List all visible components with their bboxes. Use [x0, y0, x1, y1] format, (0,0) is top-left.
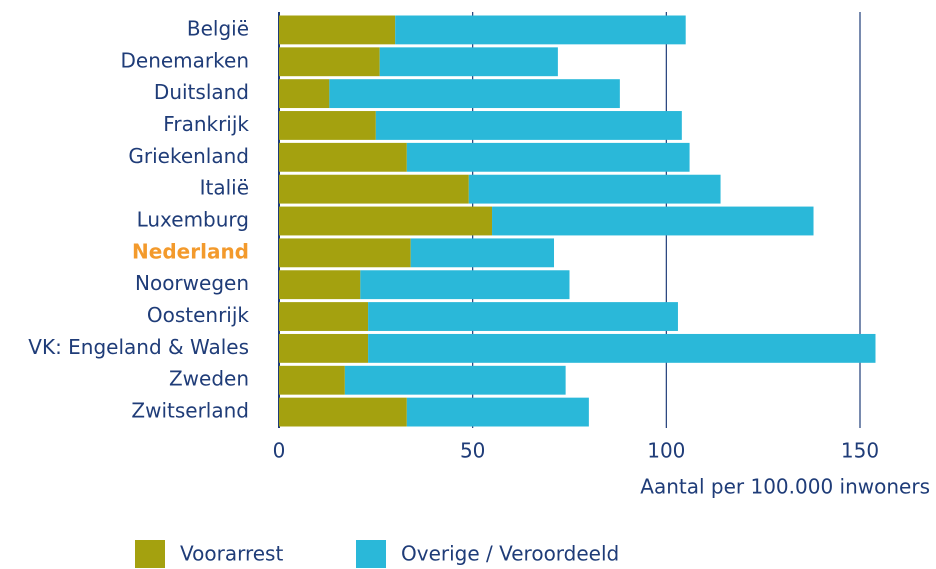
bar-segment [395, 15, 686, 45]
bar-segment [279, 206, 493, 236]
x-tick-label: 150 [841, 439, 879, 463]
bar-segment [406, 142, 690, 172]
bar-segment [368, 333, 876, 363]
y-tick-label: VK: Engeland & Wales [28, 335, 249, 359]
bar-segment [360, 270, 570, 300]
bar-segment [279, 15, 396, 45]
y-tick-label: Duitsland [154, 80, 249, 104]
legend-swatch [135, 540, 165, 568]
bar-segment [492, 206, 814, 236]
bar-segment [329, 79, 620, 109]
y-tick-label: Zweden [169, 367, 249, 391]
bar-segment [279, 111, 376, 140]
bar-segment [468, 174, 721, 204]
bar-segment [279, 302, 369, 331]
bar-segment [375, 111, 682, 140]
bar-segment [279, 333, 369, 363]
bar-segment [279, 397, 407, 427]
bar-segment [279, 174, 469, 204]
y-tick-label: Luxemburg [137, 208, 249, 232]
y-tick-label: Frankrijk [163, 112, 249, 136]
x-tick-label: 0 [273, 439, 286, 463]
y-tick-label: België [187, 16, 249, 40]
x-axis-label: Aantal per 100.000 inwoners [640, 475, 930, 499]
bar-segment [279, 79, 330, 109]
bar-segment [279, 238, 411, 268]
bar-segment [279, 365, 345, 395]
y-tick-label: Oostenrijk [147, 303, 250, 327]
legend-label: Voorarrest [180, 542, 283, 566]
y-tick-label: Griekenland [128, 144, 249, 168]
x-tick-label: 50 [460, 439, 485, 463]
bar-segment [279, 142, 407, 172]
y-tick-label: Nederland [132, 239, 249, 263]
bar-segment [406, 397, 589, 427]
legend-label: Overige / Veroordeeld [401, 542, 619, 566]
bar-segment [379, 47, 558, 77]
legend-swatch [356, 540, 386, 568]
bar-segment [368, 302, 678, 331]
bar-segment [410, 238, 555, 268]
y-tick-label: Noorwegen [135, 271, 249, 295]
y-tick-label: Denemarken [121, 48, 250, 72]
y-tick-label: Italië [200, 176, 249, 200]
x-tick-label: 100 [647, 439, 685, 463]
bar-segment [279, 47, 380, 77]
bar-segment [344, 365, 566, 395]
bar-segment [279, 270, 361, 300]
y-tick-label: Zwitserland [131, 399, 249, 423]
